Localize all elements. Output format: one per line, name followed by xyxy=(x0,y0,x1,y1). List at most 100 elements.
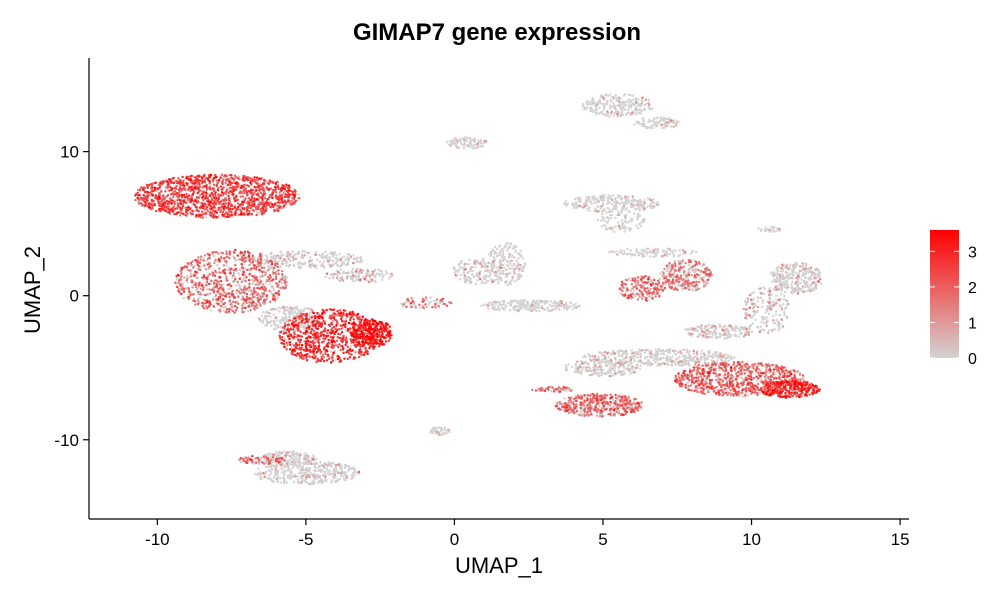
cell-point xyxy=(186,274,189,277)
cell-point xyxy=(624,103,627,107)
cell-point xyxy=(484,275,487,278)
cell-point xyxy=(614,96,617,99)
cell-point xyxy=(804,282,807,286)
cell-point xyxy=(585,196,588,199)
cell-point xyxy=(587,196,590,199)
cell-point xyxy=(710,355,713,358)
cell-point xyxy=(612,251,615,254)
cell-point xyxy=(621,221,624,225)
cell-point xyxy=(671,252,675,255)
cell-point xyxy=(614,207,617,211)
cell-point xyxy=(308,263,312,267)
cell-point xyxy=(692,352,696,355)
cell-point xyxy=(301,249,304,253)
cell-point xyxy=(488,275,491,278)
cell-point xyxy=(564,200,568,203)
cell-point xyxy=(639,224,643,228)
cell-point xyxy=(652,198,655,201)
cell-point xyxy=(308,468,311,471)
cell-point xyxy=(797,272,801,275)
cell-point xyxy=(639,364,642,367)
cell-point xyxy=(631,355,635,358)
cell-point xyxy=(331,259,335,262)
cell-point xyxy=(807,277,810,280)
cell-point xyxy=(798,265,802,268)
cell-point xyxy=(283,469,286,472)
cell-point xyxy=(666,360,669,363)
cell-point xyxy=(202,294,205,297)
cell-point xyxy=(637,204,640,207)
cell-point xyxy=(572,304,575,308)
cell-point xyxy=(775,301,778,304)
cell-point xyxy=(775,230,778,233)
cell-point xyxy=(642,250,645,253)
cell-point xyxy=(739,332,742,336)
cell-point xyxy=(567,363,570,366)
cell-point xyxy=(336,264,339,267)
cell-point xyxy=(275,326,278,330)
cell-point xyxy=(304,460,308,463)
cell-point xyxy=(687,359,690,363)
cell-point xyxy=(587,366,590,369)
cell-point xyxy=(627,195,630,198)
cell-point xyxy=(602,196,606,200)
cell-point xyxy=(274,465,277,468)
cell-point xyxy=(621,105,624,109)
cell-point xyxy=(783,312,786,315)
cell-point xyxy=(487,307,490,310)
cell-point xyxy=(616,350,620,353)
cell-point xyxy=(608,362,611,365)
cell-point xyxy=(605,216,608,219)
cell-point xyxy=(507,256,510,259)
cell-point xyxy=(621,100,624,104)
cell-point xyxy=(500,263,503,267)
cell-point xyxy=(518,302,521,305)
cell-point xyxy=(347,253,351,256)
cell-point xyxy=(649,255,652,258)
cell-point xyxy=(731,356,734,359)
cell-point xyxy=(624,215,627,219)
cell-point xyxy=(719,333,722,336)
cell-point xyxy=(768,287,772,290)
cell-point xyxy=(741,326,744,330)
cell-point xyxy=(674,124,678,127)
cell-point xyxy=(429,296,432,299)
cell-point xyxy=(513,256,516,259)
cell-point xyxy=(291,250,294,253)
cell-point xyxy=(622,369,625,373)
cell-point xyxy=(569,305,572,308)
cell-point xyxy=(655,358,659,362)
cell-point xyxy=(595,111,598,114)
cell-point xyxy=(480,304,483,307)
cell-point xyxy=(259,278,262,281)
cell-point xyxy=(620,349,623,353)
cell-point xyxy=(310,460,313,463)
cell-point xyxy=(346,262,350,266)
cell-point xyxy=(695,328,698,331)
cell-point xyxy=(622,208,625,211)
cell-point xyxy=(232,271,236,275)
cell-point xyxy=(344,258,347,262)
cell-point xyxy=(504,275,508,279)
cell-point xyxy=(391,274,394,278)
cell-point xyxy=(715,351,718,354)
cell-point xyxy=(580,410,583,413)
cell-point xyxy=(609,217,612,220)
cell-point xyxy=(600,198,604,201)
cell-point xyxy=(339,268,342,271)
cell-point xyxy=(351,476,355,480)
cell-point xyxy=(458,146,461,149)
cell-point xyxy=(474,282,477,286)
cell-point xyxy=(555,306,559,309)
cell-point xyxy=(673,360,676,363)
cell-point xyxy=(202,256,205,260)
cell-point xyxy=(289,450,292,453)
cell-point xyxy=(617,194,620,197)
cell-point xyxy=(505,304,508,307)
cell-point xyxy=(597,205,600,209)
cell-point xyxy=(638,108,642,111)
cell-point xyxy=(647,98,650,102)
cell-point xyxy=(593,357,596,360)
cell-point xyxy=(605,211,608,214)
cell-point xyxy=(276,254,279,257)
